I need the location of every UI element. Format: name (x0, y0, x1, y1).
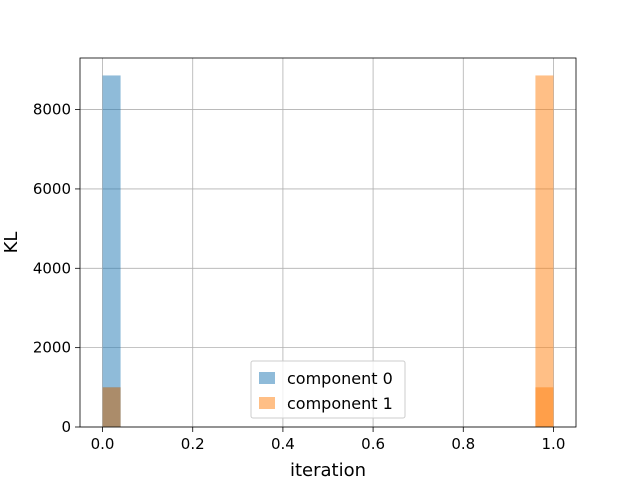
bar-component-1-0 (535, 75, 554, 427)
ticks-layer: 0.0 0.2 0.4 0.6 0.8 1.0 0 2000 4000 6000 8000 (33, 101, 566, 453)
legend-swatch-component-0 (259, 372, 275, 384)
x-tick-label-4: 0.8 (451, 435, 475, 453)
bar-component-0-0 (102, 75, 121, 427)
x-tick-label-1: 0.2 (181, 435, 205, 453)
legend-label-component-0: component 0 (287, 369, 393, 388)
bars-layer (102, 75, 554, 427)
bar-component-1-2 (535, 387, 554, 427)
y-tick-label-0: 0 (61, 418, 71, 436)
y-tick-label-1: 2000 (33, 339, 71, 357)
x-tick-label-2: 0.4 (271, 435, 295, 453)
bar-component-1-1 (102, 387, 121, 427)
y-tick-label-2: 4000 (33, 259, 71, 277)
y-tick-label-4: 8000 (33, 101, 71, 119)
y-axis-label: KL (1, 232, 22, 254)
legend-box (250, 360, 406, 419)
legend-swatch-component-1 (259, 397, 275, 409)
legend: component 0 component 1 (250, 360, 406, 419)
x-tick-label-5: 1.0 (542, 435, 566, 453)
x-axis-label: iteration (290, 460, 366, 480)
legend-label-component-1: component 1 (287, 394, 393, 413)
x-tick-label-3: 0.6 (361, 435, 385, 453)
x-tick-label-0: 0.0 (91, 435, 115, 453)
plot-frame (79, 57, 577, 428)
y-tick-label-3: 6000 (33, 180, 71, 198)
